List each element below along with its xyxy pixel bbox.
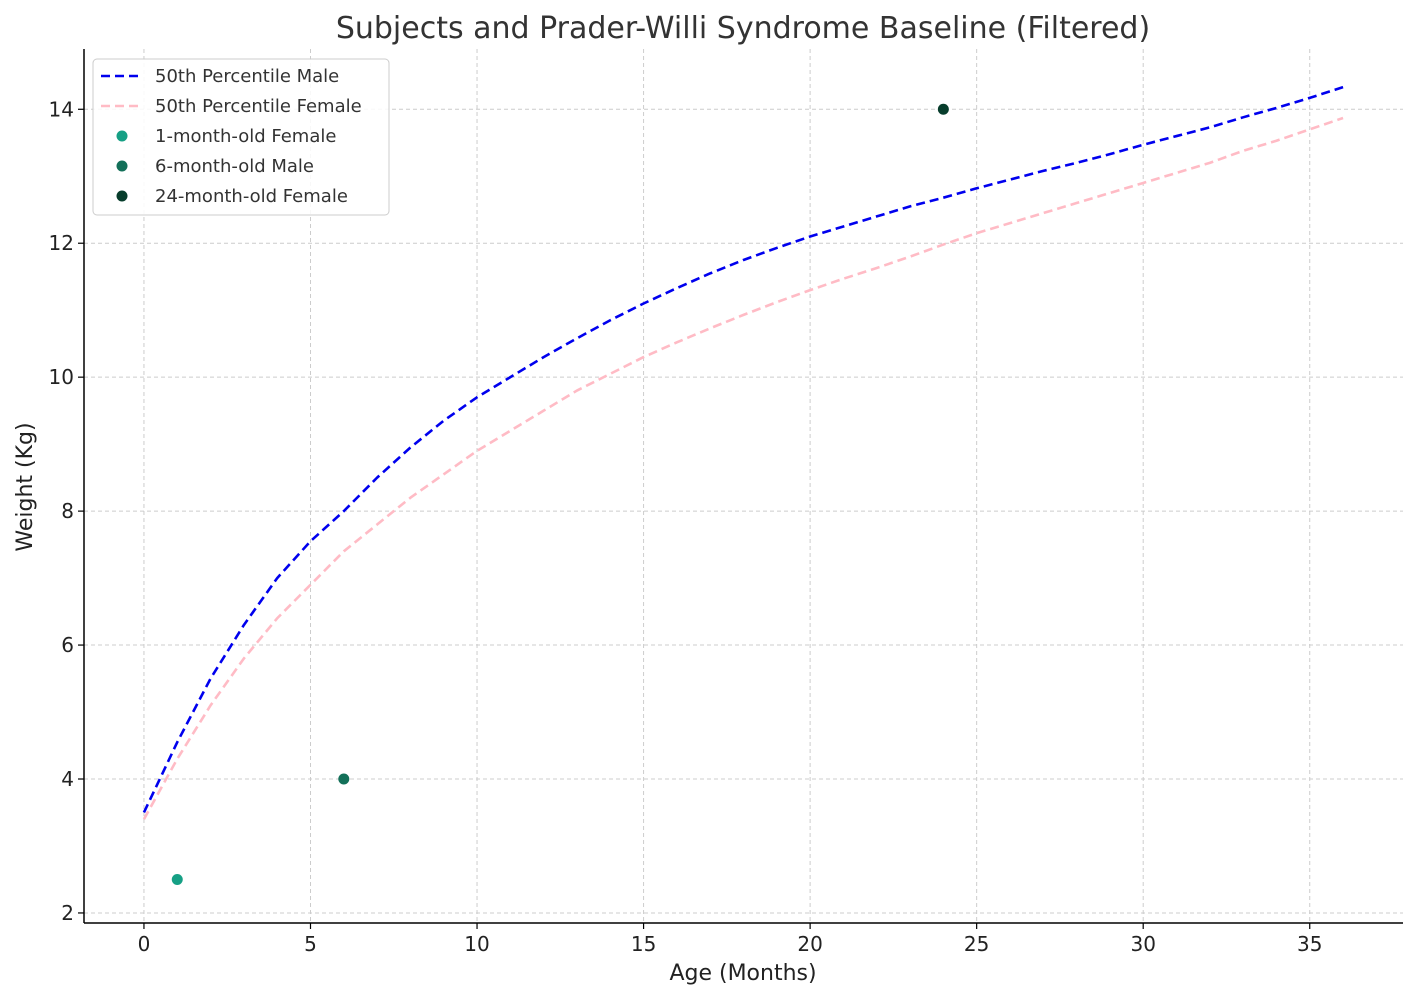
x-tick-label: 30: [1130, 932, 1155, 956]
legend-marker-swatch: [116, 160, 128, 172]
y-axis-label: Weight (Kg): [13, 422, 38, 551]
y-tick-label: 6: [61, 633, 74, 657]
data-series: [142, 85, 1344, 885]
chart-title: Subjects and Prader-Willi Syndrome Basel…: [336, 11, 1150, 46]
series-line: [142, 85, 1344, 814]
x-tick-label: 5: [304, 932, 317, 956]
y-tick-label: 10: [49, 365, 74, 389]
grid-lines: [84, 49, 1403, 923]
data-point: [338, 773, 350, 785]
legend-label: 24-month-old Female: [155, 186, 348, 207]
axes: [83, 49, 1403, 924]
x-axis-label: Age (Months): [669, 961, 816, 986]
legend-marker-swatch: [116, 130, 128, 142]
legend-label: 50th Percentile Female: [155, 96, 362, 117]
x-tick-label: 25: [964, 932, 989, 956]
x-tick-label: 35: [1297, 932, 1322, 956]
legend-marker-swatch: [116, 190, 128, 202]
y-tick-label: 8: [61, 499, 74, 523]
y-tick-label: 14: [49, 97, 74, 121]
x-tick-label: 10: [464, 932, 489, 956]
x-tick-label: 15: [631, 932, 656, 956]
y-tick-label: 4: [61, 767, 74, 791]
data-point: [171, 873, 183, 885]
legend: 50th Percentile Male 50th Percentile Fema…: [92, 58, 390, 216]
legend-box: [92, 58, 390, 216]
legend-label: 6-month-old Male: [155, 156, 314, 177]
tick-labels: 0 5 10 15 20 25 30 35 2 4 6 8 10 12 14: [49, 97, 1323, 956]
data-point: [937, 103, 949, 115]
x-tick-label: 20: [797, 932, 822, 956]
series-line: [142, 116, 1344, 820]
y-tick-label: 12: [49, 231, 74, 255]
legend-label: 1-month-old Female: [155, 126, 336, 147]
legend-label: 50th Percentile Male: [155, 66, 339, 87]
y-tick-label: 2: [61, 901, 74, 925]
x-tick-label: 0: [138, 932, 151, 956]
